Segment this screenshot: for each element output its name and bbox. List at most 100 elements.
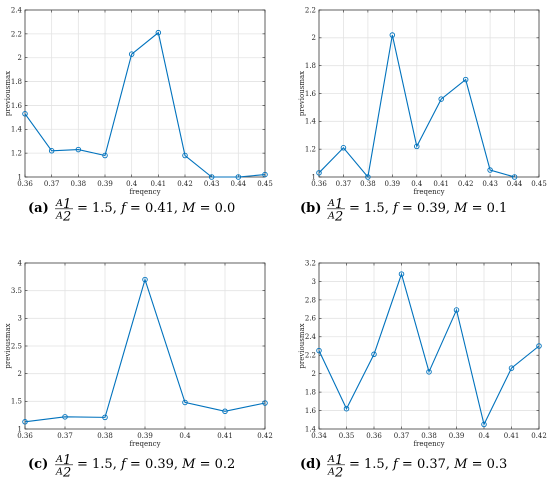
- y-tick-label: 1.8: [305, 62, 316, 70]
- y-tick-label: 2: [18, 54, 22, 62]
- x-tick-label: 0.42: [458, 180, 474, 188]
- y-tick-label: 1.8: [11, 78, 22, 86]
- y-tick-label: 2: [312, 370, 316, 378]
- data-point: [62, 414, 68, 420]
- data-point: [438, 96, 444, 102]
- x-tick-label: 0.39: [449, 432, 465, 440]
- x-tick-label: 0.42: [257, 432, 273, 440]
- data-point: [365, 174, 371, 180]
- x-tick-label: 0.35: [339, 432, 355, 440]
- y-tick-label: 3: [312, 278, 316, 286]
- panel-caption: (a) A 1A 2 = 1.5, f = 0.41, M = 0.0: [28, 197, 235, 225]
- data-point: [414, 143, 420, 150]
- data-point: [481, 421, 487, 428]
- y-tick-label: 1.4: [305, 118, 317, 126]
- x-tick-label: 0.39: [385, 180, 401, 188]
- caption-params: = 1.5, f = 0.37, M = 0.3: [349, 457, 507, 472]
- x-tick-label: 0.42: [177, 180, 193, 188]
- data-point: [208, 174, 215, 180]
- panel-caption: (d) A 1A 2 = 1.5, f = 0.37, M = 0.3: [300, 453, 507, 481]
- data-point: [398, 271, 405, 277]
- panel-letter: (b): [300, 201, 321, 216]
- x-tick-label: 0.36: [17, 432, 33, 440]
- x-tick-label: 0.43: [482, 180, 498, 188]
- x-tick-label: 0.42: [531, 432, 547, 440]
- data-point: [102, 414, 108, 421]
- fraction-denominator: A: [327, 467, 335, 478]
- data-point: [340, 145, 347, 151]
- data-point: [487, 167, 493, 173]
- fraction-numerator: A: [327, 454, 335, 465]
- y-tick-label: 3.5: [11, 287, 22, 295]
- x-tick-label: 0.37: [394, 432, 410, 440]
- y-tick-label: 2.8: [305, 296, 316, 304]
- fraction-numerator: A: [55, 454, 63, 465]
- y-tick-label: 4: [18, 259, 23, 267]
- data-point: [75, 146, 82, 153]
- fraction-numerator-sub: 1: [335, 453, 343, 468]
- fraction-denominator-sub: 2: [334, 466, 343, 481]
- y-tick-label: 3.2: [305, 259, 316, 267]
- y-tick-label: 1.6: [11, 102, 23, 110]
- fraction-denominator-sub: 2: [62, 210, 71, 225]
- x-tick-label: 0.44: [507, 180, 523, 188]
- data-point: [536, 343, 542, 349]
- x-tick-label: 0.4: [411, 180, 423, 188]
- y-tick-label: 1: [312, 173, 316, 181]
- y-tick-label: 1.2: [11, 150, 22, 158]
- x-tick-label: 0.44: [231, 180, 247, 188]
- x-tick-label: 0.43: [204, 180, 220, 188]
- y-tick-label: 1: [18, 425, 22, 433]
- y-tick-label: 2.4: [11, 6, 23, 14]
- fraction-numerator-sub: 1: [63, 197, 71, 212]
- data-point: [142, 276, 148, 283]
- axes-box: [24, 9, 266, 178]
- y-tick-label: 2.2: [11, 30, 22, 38]
- y-axis-label: previousmax: [4, 71, 12, 116]
- x-tick-label: 0.38: [421, 432, 437, 440]
- x-tick-label: 0.45: [257, 180, 273, 188]
- data-point: [371, 351, 377, 358]
- panel-letter: (d): [300, 457, 321, 472]
- x-tick-label: 0.4: [126, 180, 138, 188]
- series-line: [24, 31, 266, 178]
- y-tick-label: 2.2: [305, 6, 316, 14]
- y-tick-label: 1.6: [305, 90, 317, 98]
- x-tick-label: 0.41: [151, 180, 167, 188]
- y-tick-label: 2.4: [305, 333, 317, 341]
- data-point: [343, 405, 350, 412]
- data-point: [262, 171, 268, 178]
- data-point: [462, 76, 469, 83]
- x-tick-label: 0.36: [311, 180, 327, 188]
- caption-params: = 1.5, f = 0.39, M = 0.2: [77, 457, 235, 472]
- panel-letter: (a): [28, 201, 49, 216]
- panel-caption: (c) A 1A 2 = 1.5, f = 0.39, M = 0.2: [28, 453, 235, 481]
- x-tick-label: 0.34: [311, 432, 327, 440]
- data-point: [235, 174, 242, 180]
- chart-panel-b: 0.36 0.37 0.38 0.39 0.4 0.41 0.42 0.43 0.44 0.45 1…: [298, 6, 547, 224]
- y-axis-label: previousmax: [4, 323, 12, 368]
- chart-panel-d: 0.34 0.35 0.36 0.37 0.38 0.39 0.4 0.41 0.42 1.4 1.…: [298, 259, 547, 480]
- axes-box: [318, 9, 540, 178]
- caption-params: = 1.5, f = 0.41, M = 0.0: [77, 201, 235, 216]
- data-point: [22, 111, 28, 117]
- x-axis-label: freqency: [129, 440, 160, 448]
- chart-panel-a: 0.36 0.37 0.38 0.39 0.4 0.41 0.42 0.43 0.44 0.45 1…: [4, 6, 273, 224]
- y-tick-label: 1.4: [305, 425, 317, 433]
- y-tick-label: 2: [18, 370, 22, 378]
- chart-panel-c: 0.36 0.37 0.38 0.39 0.4 0.41 0.42 1 1.5 2 2.5 3 3.5 4…: [4, 259, 273, 480]
- y-tick-label: 3: [18, 315, 22, 323]
- data-point: [222, 408, 228, 415]
- data-point: [22, 419, 28, 425]
- x-tick-label: 0.37: [57, 432, 73, 440]
- fraction-denominator: A: [55, 211, 63, 222]
- data-point: [316, 347, 322, 354]
- y-axis-label: previousmax: [298, 323, 306, 368]
- x-tick-label: 0.39: [97, 180, 113, 188]
- y-tick-label: 2.5: [11, 342, 22, 350]
- data-point: [155, 29, 162, 36]
- x-tick-label: 0.37: [336, 180, 352, 188]
- x-tick-label: 0.38: [360, 180, 376, 188]
- data-point: [102, 152, 108, 159]
- panel-caption: (b) A 1A 2 = 1.5, f = 0.39, M = 0.1: [300, 197, 507, 225]
